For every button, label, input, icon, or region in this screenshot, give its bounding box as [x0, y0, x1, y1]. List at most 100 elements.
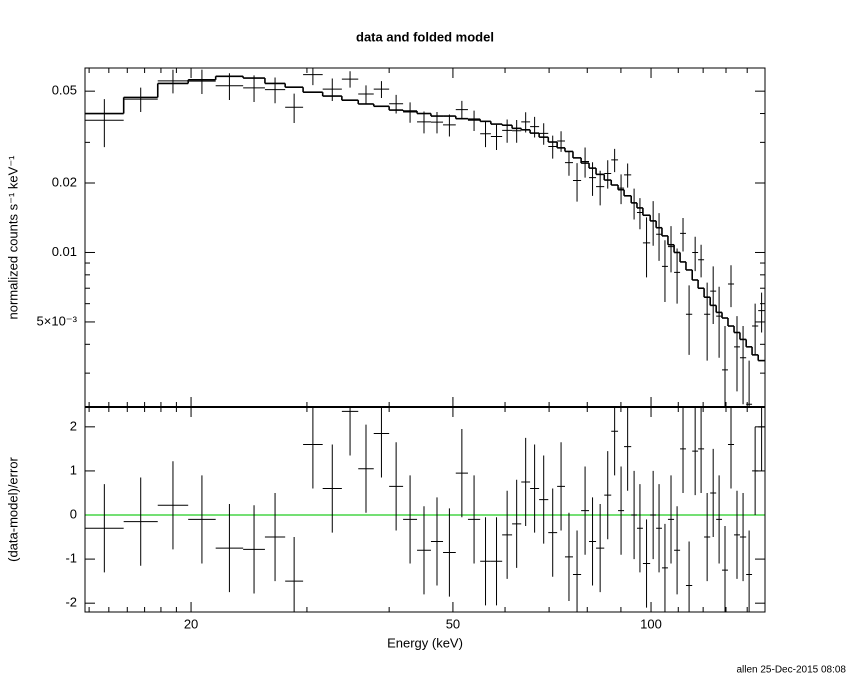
data-point: [758, 407, 765, 471]
footer: allen 25-Dec-2015 08:08: [736, 665, 846, 676]
data-point: [642, 217, 651, 278]
data-point: [358, 85, 374, 104]
data-point: [403, 102, 418, 123]
plot-area: [85, 407, 765, 612]
data-point: [636, 484, 643, 573]
data-point: [358, 424, 374, 513]
data-point: [589, 497, 597, 586]
data-point: [85, 484, 124, 573]
data-point: [692, 236, 699, 272]
data-point: [403, 475, 418, 564]
data-point: [704, 282, 711, 361]
data-point: [285, 93, 304, 123]
data-point: [443, 508, 456, 597]
data-point: [123, 477, 158, 566]
data-point: [727, 407, 735, 489]
x-tick-label: 100: [640, 616, 662, 631]
y-tick-label: 0: [70, 506, 77, 521]
data-point: [548, 135, 558, 159]
data-point: [680, 407, 686, 493]
data-point: [722, 326, 728, 407]
data-point: [557, 442, 565, 531]
data-point: [215, 503, 244, 593]
data-point: [467, 110, 481, 132]
data-point: [373, 407, 390, 478]
data-point: [85, 99, 124, 148]
y-tick-label: 0.05: [52, 83, 77, 98]
data-point: [243, 505, 265, 594]
data-point: [480, 121, 491, 148]
data-point: [727, 265, 735, 308]
chart-title: data and folded model: [356, 29, 494, 44]
data-point: [490, 517, 503, 606]
data-point: [752, 303, 759, 355]
data-point: [674, 248, 681, 304]
data-point: [322, 444, 342, 533]
data-point: [285, 537, 304, 612]
data-point: [430, 497, 444, 586]
data-point: [739, 326, 747, 405]
data-point: [611, 407, 619, 476]
data-point: [564, 512, 573, 601]
data-point: [512, 119, 522, 143]
data-point: [322, 78, 342, 102]
data-point: [157, 461, 189, 550]
data-point: [530, 116, 540, 138]
data-point: [596, 503, 605, 593]
data-point: [572, 163, 582, 202]
data-point: [710, 266, 717, 324]
data-point: [341, 71, 359, 88]
y-axis-label: (data-model)/error: [5, 456, 20, 561]
data-point: [698, 407, 705, 493]
data-point: [417, 111, 431, 134]
data-point: [341, 407, 359, 456]
x-axis-label: Energy (keV): [387, 635, 463, 650]
data-point: [430, 112, 444, 134]
data-point: [716, 286, 723, 358]
data-point: [443, 114, 456, 137]
data-point: [557, 131, 565, 152]
data-point: [716, 475, 723, 564]
y-tick-label: 2: [70, 418, 77, 433]
data-point: [243, 75, 265, 102]
data-point: [548, 488, 558, 577]
data-point: [604, 160, 612, 189]
data-point: [389, 442, 404, 531]
data-point: [157, 69, 189, 94]
data-point: [604, 451, 612, 540]
data-point: [661, 240, 668, 303]
data-point: [685, 285, 693, 355]
data-point: [264, 77, 286, 104]
data-point: [215, 73, 244, 100]
plot-area: [85, 68, 765, 407]
data-point: [373, 81, 390, 99]
data-point: [539, 123, 549, 145]
data-point: [581, 466, 590, 555]
data-point: [704, 492, 711, 582]
data-point: [618, 466, 625, 555]
data-point: [698, 244, 705, 278]
data-point: [502, 490, 513, 579]
data-point: [722, 526, 728, 612]
data-point: [758, 292, 765, 333]
data-point: [455, 100, 468, 120]
data-point: [631, 188, 637, 220]
data-point: [667, 226, 675, 273]
data-point: [264, 492, 286, 582]
data-point: [417, 506, 431, 595]
data-point: [530, 444, 540, 533]
y-tick-label: 0.02: [52, 174, 77, 189]
data-point: [631, 470, 637, 560]
data-point: [596, 170, 605, 206]
data-point: [661, 523, 668, 612]
data-point: [502, 119, 513, 143]
data-point: [303, 407, 323, 489]
data-point: [572, 530, 582, 612]
data-point: [746, 530, 753, 612]
data-point: [680, 218, 686, 252]
data-point: [636, 198, 643, 230]
x-tick-label: 50: [446, 616, 460, 631]
data-point: [752, 426, 759, 516]
data-point: [480, 517, 491, 606]
